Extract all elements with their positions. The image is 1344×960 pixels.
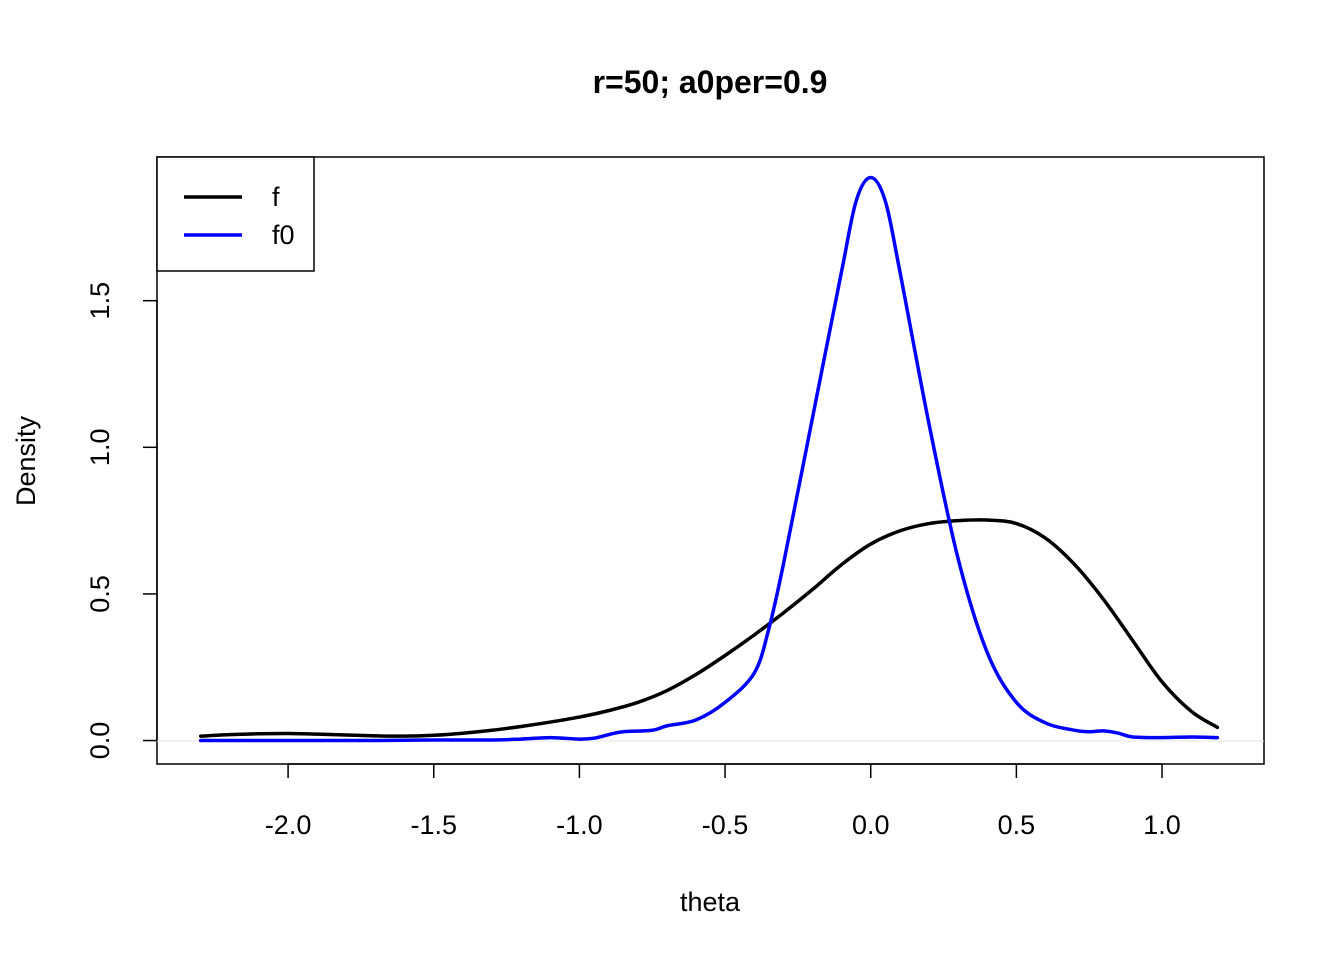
series-line-f — [198, 518, 1220, 738]
x-tick-label: -1.0 — [556, 810, 603, 840]
y-axis-label: Density — [11, 415, 41, 506]
series-line-f0 — [198, 175, 1220, 743]
y-tick-label: 0.0 — [85, 722, 115, 760]
y-tick-label: 0.5 — [85, 575, 115, 613]
legend: f f0 — [156, 156, 315, 272]
y-tick-label: 1.5 — [85, 282, 115, 320]
y-axis: 0.0 0.5 1.0 1.5 — [85, 282, 158, 760]
plot-frame — [156, 156, 1265, 765]
x-tick-label: -2.0 — [265, 810, 312, 840]
x-tick-label: -1.5 — [410, 810, 457, 840]
legend-label-f: f — [272, 182, 280, 212]
x-tick-label: -0.5 — [702, 810, 749, 840]
legend-label-f0: f0 — [272, 220, 295, 250]
x-tick-label: 0.0 — [852, 810, 890, 840]
x-tick-label: 1.0 — [1143, 810, 1181, 840]
chart-title: r=50; a0per=0.9 — [593, 64, 828, 100]
x-axis-label: theta — [680, 887, 741, 917]
x-axis: -2.0 -1.5 -1.0 -0.5 0.0 0.5 1.0 — [265, 763, 1181, 840]
legend-box — [156, 156, 315, 272]
series-layer — [198, 175, 1220, 743]
x-tick-label: 0.5 — [998, 810, 1036, 840]
y-tick-label: 1.0 — [85, 429, 115, 467]
